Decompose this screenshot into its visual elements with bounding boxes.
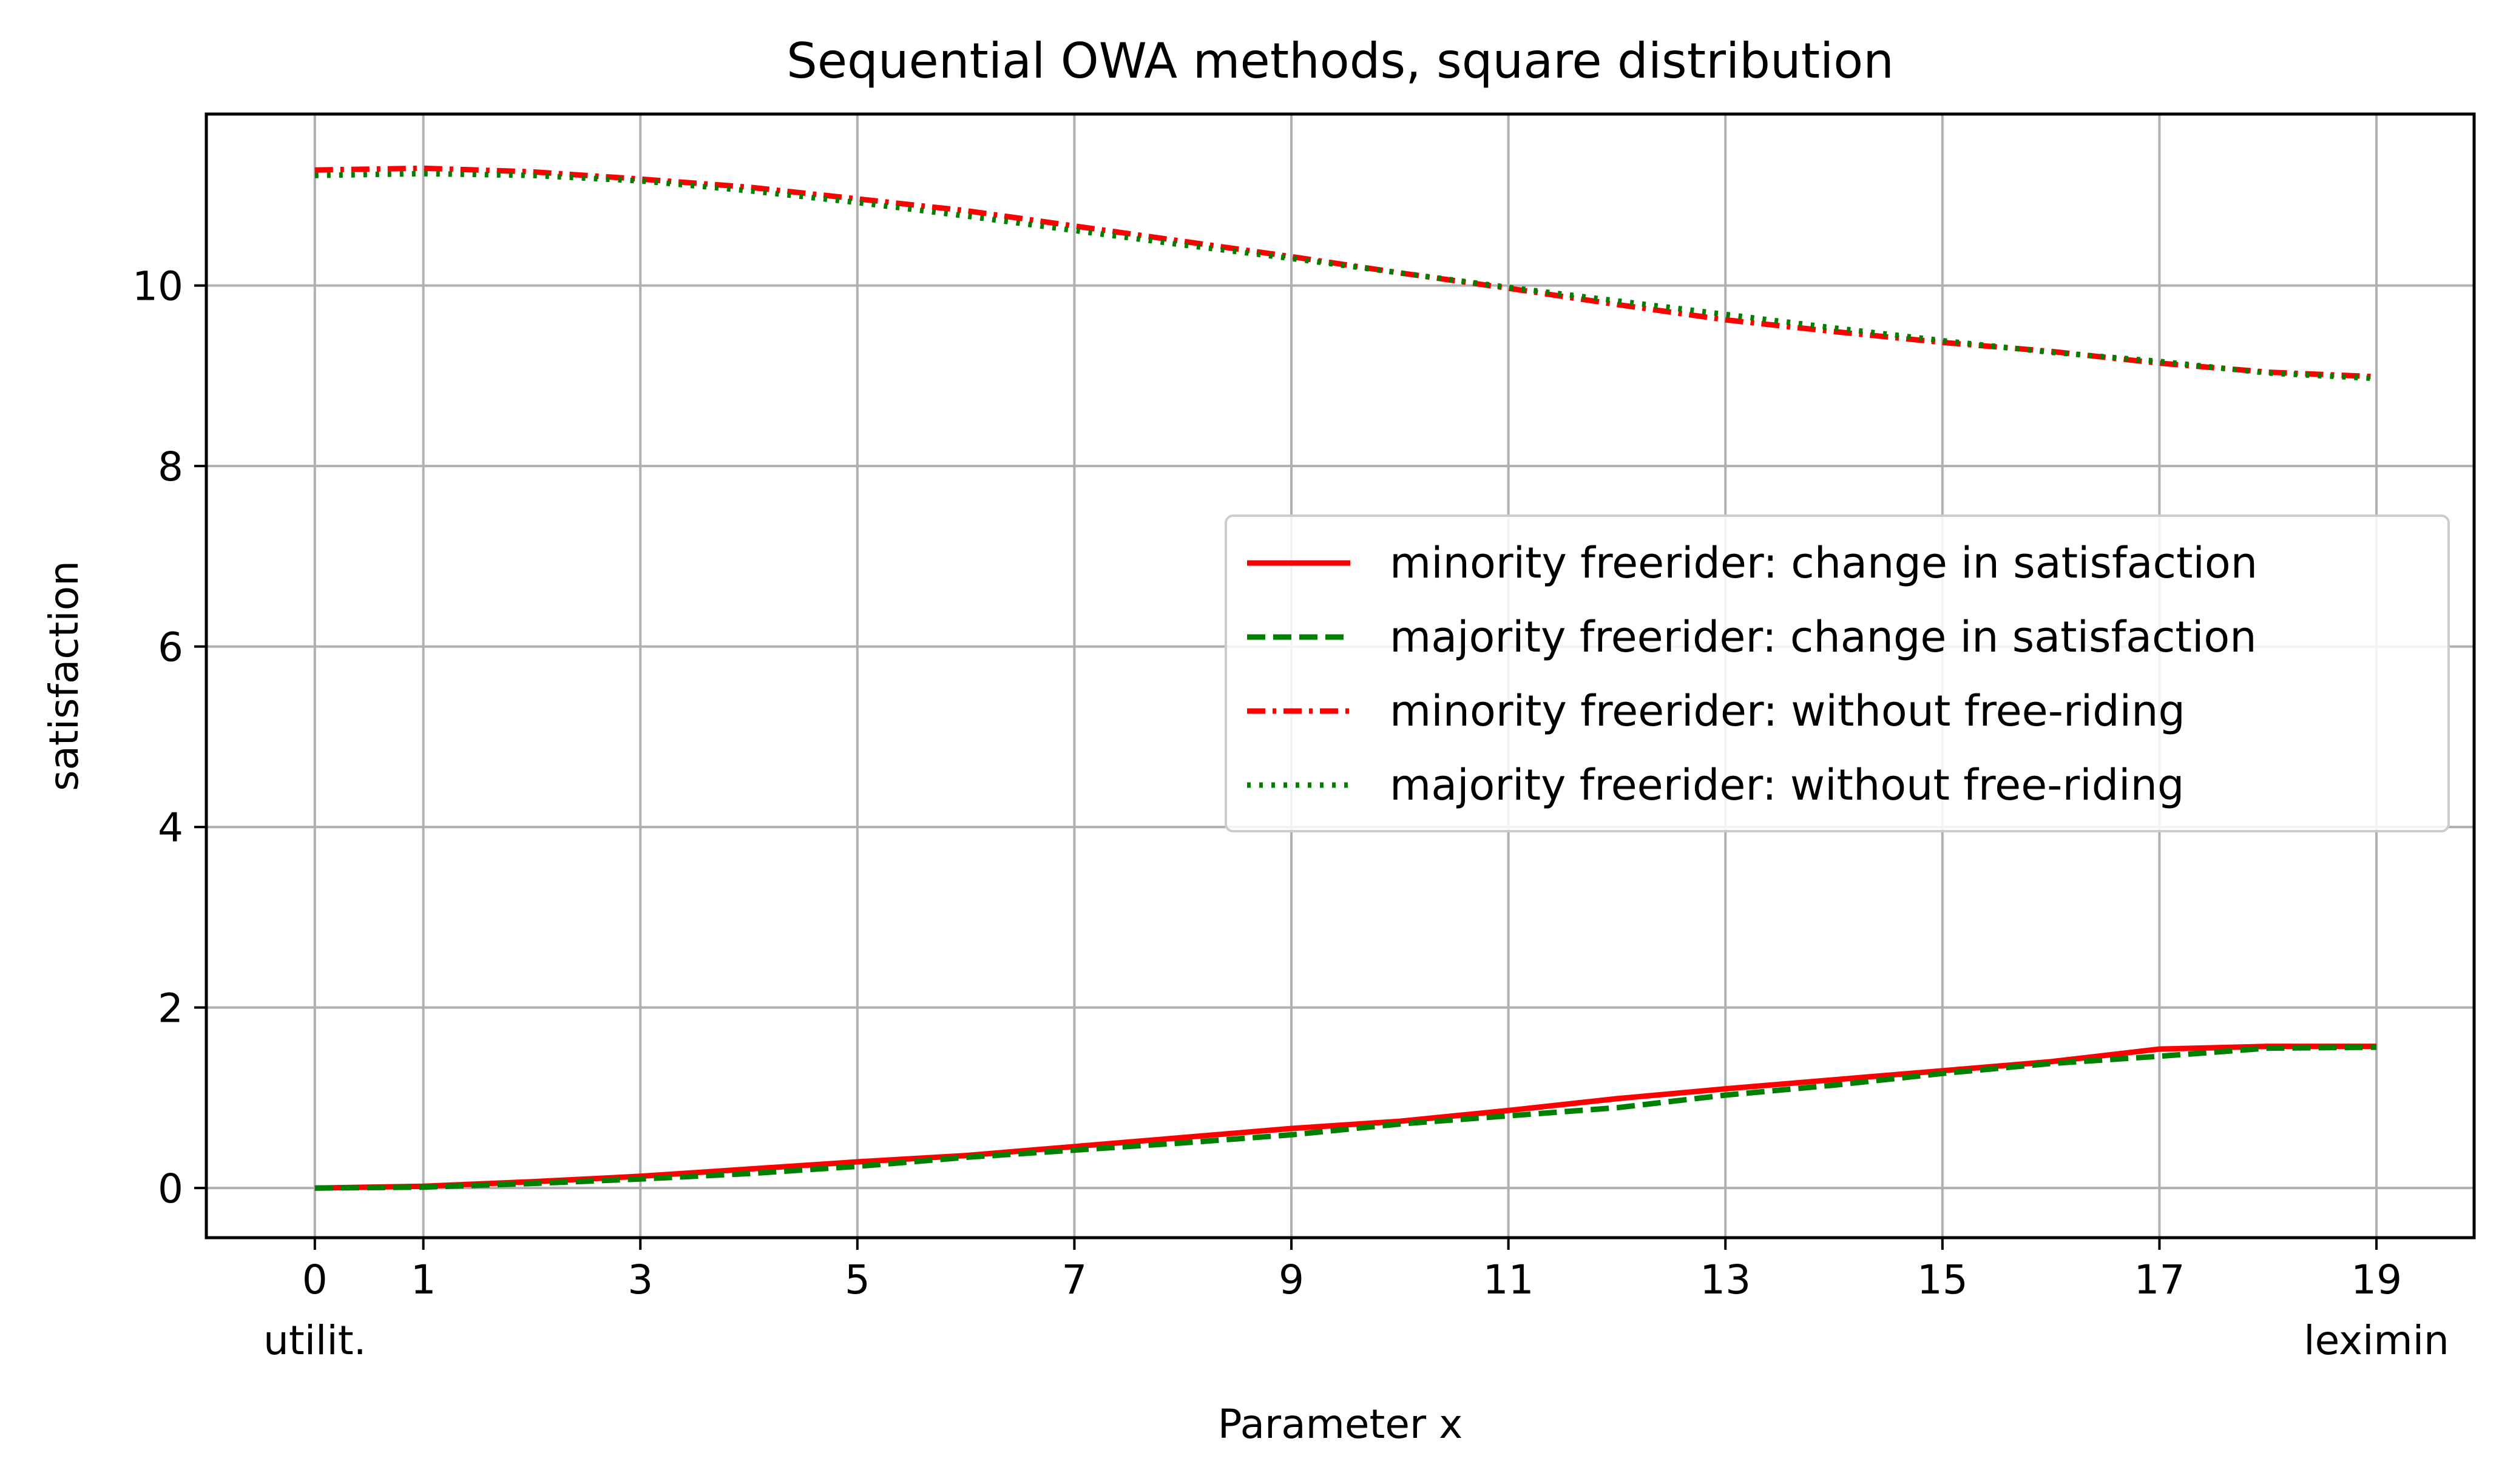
x-tick-label: 9 (1279, 1256, 1304, 1303)
series-line-3 (314, 165, 2377, 380)
y-axis-label: satisfaction (41, 561, 87, 791)
x-tick-label: 13 (1700, 1256, 1751, 1303)
x-tick-label: 1 (411, 1256, 436, 1303)
y-tick-label: 8 (158, 444, 183, 490)
series-layer (314, 165, 2377, 1191)
chart-title: Sequential OWA methods, square distribut… (786, 33, 1894, 89)
x-tick-label: 0 (302, 1256, 328, 1303)
y-tick-label: 0 (158, 1165, 183, 1212)
x-axis-label: Parameter x (1218, 1401, 1463, 1448)
y-tick-label: 6 (158, 624, 183, 671)
x-tick-label: 15 (1917, 1256, 1968, 1303)
x-tick-sublabel: leximin (2304, 1317, 2449, 1364)
x-tick-label: 5 (845, 1256, 870, 1303)
legend-items: minority freerider: change in satisfacti… (1247, 538, 2257, 810)
legend-label: minority freerider: change in satisfacti… (1390, 538, 2257, 588)
series-line-2 (314, 1044, 2377, 1191)
x-tick-label: 17 (2134, 1256, 2185, 1303)
legend-label: majority freerider: without free-riding (1390, 760, 2184, 810)
y-tick-label: 10 (132, 263, 183, 310)
legend-label: majority freerider: change in satisfacti… (1390, 612, 2257, 662)
plot-frame (205, 112, 2476, 1239)
x-tick-label: 11 (1483, 1256, 1534, 1303)
x-tick-sublabel: utilit. (263, 1317, 367, 1364)
y-tick-label: 2 (158, 985, 183, 1032)
y-tick-label: 4 (158, 804, 183, 851)
legend-box (1225, 514, 2450, 832)
legend: minority freerider: change in satisfacti… (1225, 514, 2450, 832)
legend-label: minority freerider: without free-riding (1390, 686, 2185, 736)
x-tick-label: 19 (2351, 1256, 2402, 1303)
x-tick-label: 7 (1061, 1256, 1087, 1303)
x-tick-label: 3 (627, 1256, 653, 1303)
